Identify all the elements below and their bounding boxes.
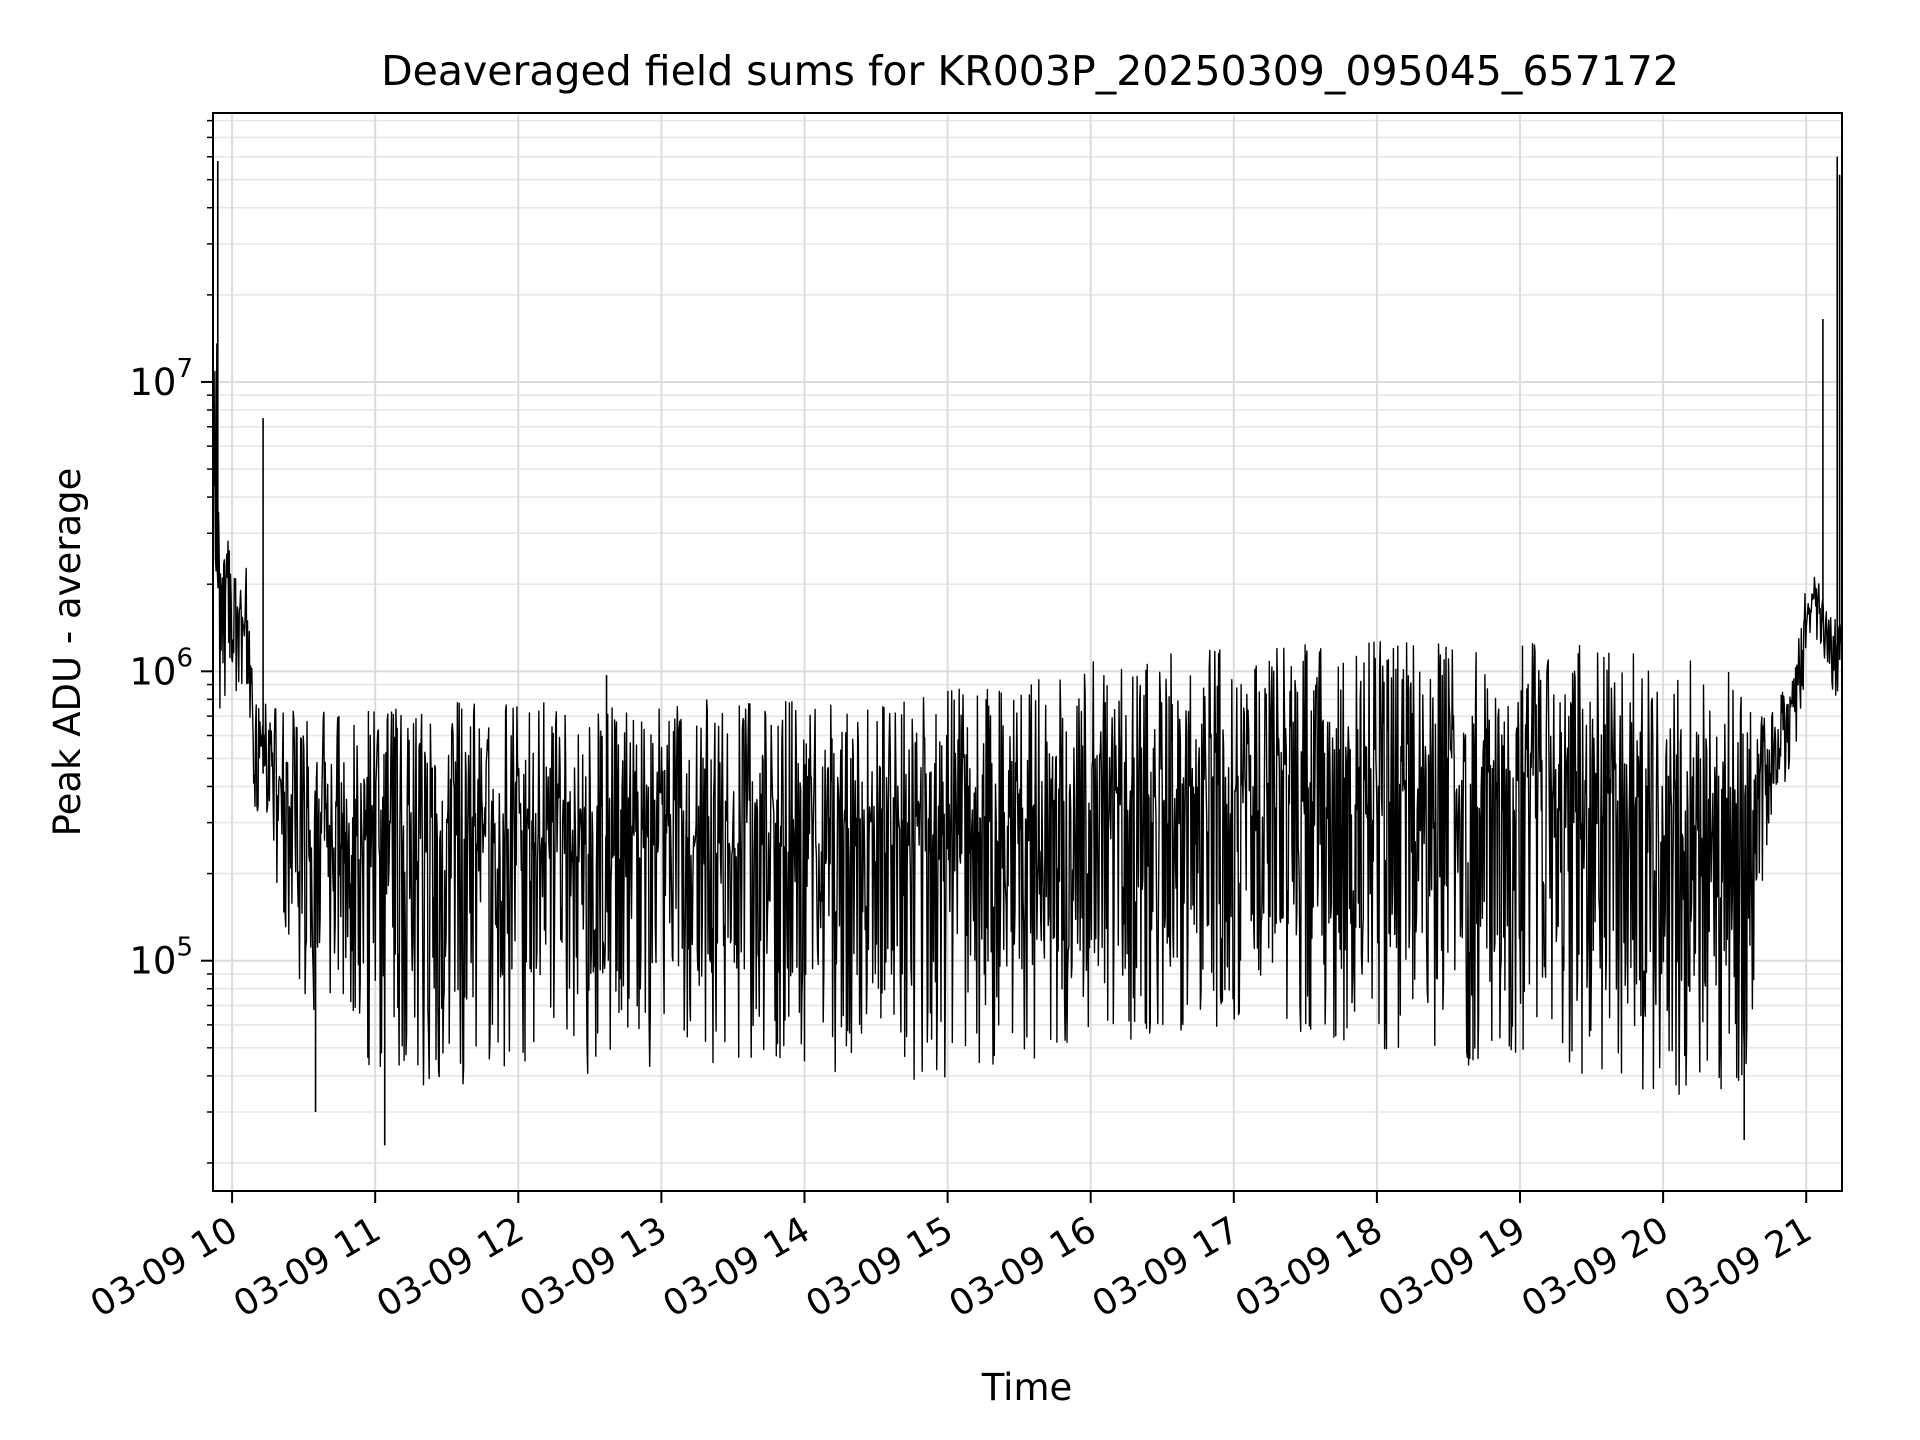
series-line [212,343,1843,1095]
y-axis-label: Peak ADU - average [46,468,89,837]
y-tick-label: 107 [129,354,193,404]
x-axis-label: Time [981,1366,1073,1409]
plot-frame [212,112,1843,1192]
chart-title: Deaveraged field sums for KR003P_2025030… [381,47,1679,95]
